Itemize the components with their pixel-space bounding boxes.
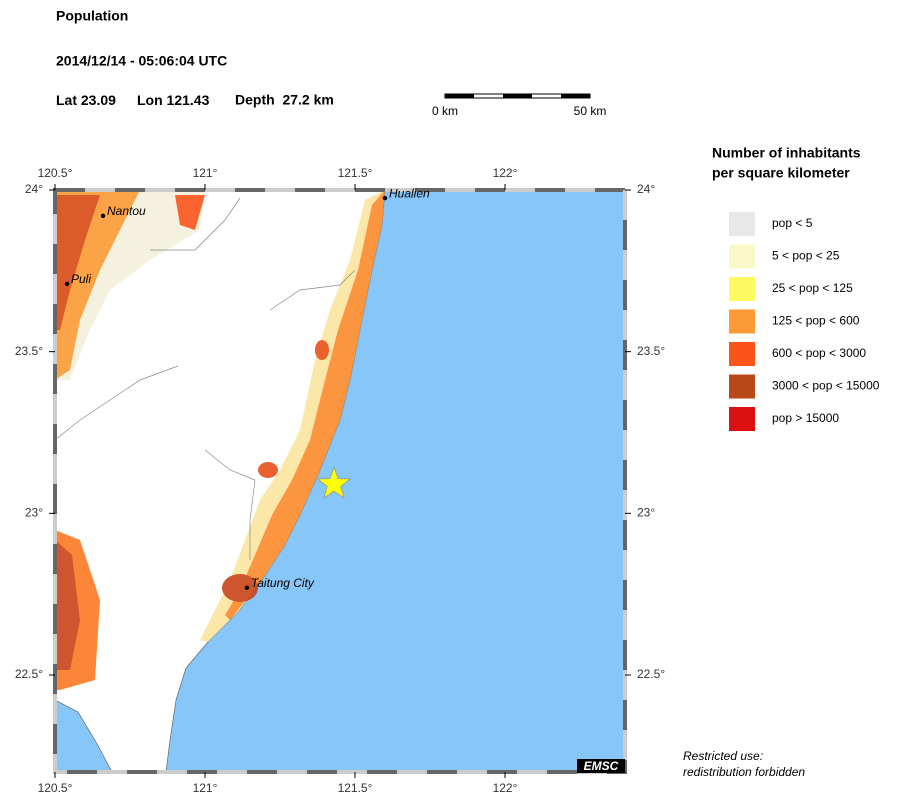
lon-label: 122° (493, 781, 518, 795)
datetime: 2014/12/14 - 05:06:04 UTC (56, 53, 227, 69)
river (150, 197, 241, 251)
river (55, 365, 179, 441)
scale-seg (561, 94, 590, 98)
legend-swatch (729, 309, 755, 334)
lon-label: 121.5° (338, 166, 373, 180)
pop-low (200, 190, 385, 642)
scale-bar (444, 93, 591, 99)
city (382, 195, 388, 201)
lat: Lat 23.09 (56, 92, 116, 108)
city-label: Puli (71, 272, 91, 286)
population (55, 190, 385, 690)
legend-label: 5 < pop < 25 (772, 249, 840, 263)
legend-title: per square kilometer (712, 165, 850, 181)
city (100, 213, 106, 219)
pop-mid (225, 190, 385, 620)
pop-high (315, 340, 329, 360)
lat-label: 23.5° (637, 344, 665, 358)
river (204, 449, 256, 560)
legend-swatch (729, 212, 755, 236)
notice: Restricted use: (683, 749, 763, 763)
scale-end: 50 km (574, 104, 607, 118)
epicenter (316, 466, 352, 499)
lat-label: 23° (25, 506, 43, 520)
lon-label: 121.5° (338, 781, 373, 795)
pop-high (55, 195, 100, 330)
lat-value: 23.09 (81, 92, 116, 108)
lat-label: Lat (56, 92, 77, 108)
pop-high (55, 540, 80, 670)
scale-seg (503, 94, 532, 98)
scale-seg (445, 94, 474, 98)
legend-label: 3000 < pop < 15000 (772, 379, 880, 393)
city (244, 585, 250, 590)
pop-mid (175, 195, 205, 230)
lat-label: 24° (637, 182, 655, 196)
city (64, 281, 70, 286)
scale-start: 0 km (432, 104, 458, 118)
legend-title: Number of inhabitants (712, 145, 861, 161)
title: Population (56, 8, 128, 24)
lon-value: 121.43 (167, 92, 210, 108)
depth: Depth 27.2 km (235, 92, 334, 108)
lon-label: 120.5° (38, 781, 73, 795)
legend-label: pop > 15000 (772, 411, 839, 425)
pop-high (258, 462, 278, 478)
lon: Lon 121.43 (137, 92, 210, 108)
lon-label: 122° (493, 166, 518, 180)
lat-label: 24° (25, 182, 43, 196)
map-frame (53, 188, 627, 774)
city-label: Nantou (107, 204, 146, 218)
lon-label: Lon (137, 92, 163, 108)
river (269, 269, 356, 311)
lat-label: 23.5° (15, 344, 43, 358)
legend-swatch (729, 277, 755, 301)
legend-label: 600 < pop < 3000 (772, 346, 866, 360)
city-label: Taitung City (251, 576, 315, 590)
lon-label: 120.5° (38, 166, 73, 180)
lat-label: 23° (637, 506, 655, 520)
city-label: Hualien (389, 186, 430, 200)
lon-label: 121° (193, 781, 218, 795)
legend-swatch (729, 244, 755, 269)
legend-label: 25 < pop < 125 (772, 281, 853, 295)
lon-label: 121° (193, 166, 218, 180)
credit-box (577, 759, 625, 773)
credit: EMSC (584, 759, 619, 773)
legend-label: 125 < pop < 600 (772, 314, 860, 328)
map-frame-alt (53, 188, 627, 774)
lat-label: 22.5° (637, 667, 665, 681)
rivers (55, 197, 356, 560)
lat-label: 22.5° (15, 667, 43, 681)
legend-swatch (729, 407, 755, 431)
legend-label: pop < 5 (772, 216, 813, 230)
legend-swatch (729, 374, 755, 399)
legend-swatch (729, 342, 755, 366)
pop-high (222, 574, 258, 602)
notice: redistribution forbidden (683, 765, 805, 779)
